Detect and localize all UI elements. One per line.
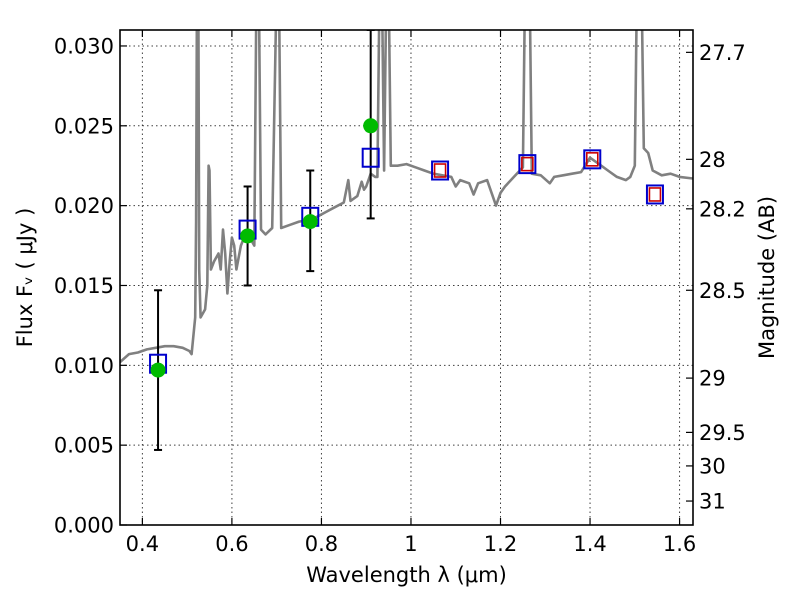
predicted-flux-marker bbox=[521, 156, 534, 172]
y-axis-title: Flux Fᵥ ( μJy ) bbox=[13, 208, 37, 348]
model-spectrum-line bbox=[120, 30, 693, 364]
y-tick-label: 0.030 bbox=[54, 34, 114, 58]
model-flux-marker bbox=[645, 184, 664, 205]
x-tick-label: 0.8 bbox=[305, 532, 338, 556]
x-tick-label: 1.6 bbox=[663, 532, 696, 556]
observed-flux-point bbox=[302, 214, 318, 230]
observed-flux-point bbox=[363, 118, 379, 134]
y-tick-label: 0.025 bbox=[54, 114, 114, 138]
y-tick-label: 0.005 bbox=[54, 434, 114, 458]
right-tick-label: 30 bbox=[699, 454, 726, 478]
right-tick-label: 28 bbox=[699, 148, 726, 172]
y-tick-label: 0.010 bbox=[54, 354, 114, 378]
x-tick-label: 0.6 bbox=[215, 532, 248, 556]
predicted-flux-marker bbox=[648, 187, 662, 202]
x-axis-title: Wavelength λ (μm) bbox=[306, 563, 507, 587]
right-tick-label: 28.5 bbox=[699, 279, 746, 303]
grid bbox=[120, 30, 693, 525]
plot-area bbox=[120, 30, 693, 451]
predicted-flux-marker bbox=[585, 152, 599, 167]
x-tick-label: 0.4 bbox=[126, 532, 159, 556]
right-tick-label: 29.5 bbox=[699, 421, 746, 445]
right-tick-label: 28.2 bbox=[699, 197, 746, 221]
model-flux-marker bbox=[583, 149, 602, 170]
x-tick-label: 1 bbox=[404, 532, 417, 556]
x-tick-label: 1.2 bbox=[484, 532, 517, 556]
x-tick-label: 1.4 bbox=[573, 532, 606, 556]
observed-flux-point bbox=[240, 228, 256, 244]
right-tick-label: 27.7 bbox=[699, 41, 746, 65]
y-tick-label: 0.000 bbox=[54, 514, 114, 538]
right-tick-label: 29 bbox=[699, 367, 726, 391]
right-tick-label: 31 bbox=[699, 490, 726, 514]
model-flux-marker bbox=[361, 147, 380, 168]
y-tick-label: 0.015 bbox=[54, 274, 114, 298]
right-axis-title: Magnitude (AB) bbox=[755, 196, 779, 359]
model-flux-marker bbox=[518, 154, 537, 175]
predicted-flux-marker bbox=[433, 163, 447, 178]
y-tick-label: 0.020 bbox=[54, 194, 114, 218]
observed-flux-point bbox=[150, 362, 166, 378]
plot-frame bbox=[119, 29, 694, 526]
model-flux-marker bbox=[431, 160, 450, 181]
axis-ticks: 0.4 0.6 0.8 1 1.2 1.4 1.6 0.000 0.005 0.010 0.015 0… bbox=[54, 30, 746, 556]
